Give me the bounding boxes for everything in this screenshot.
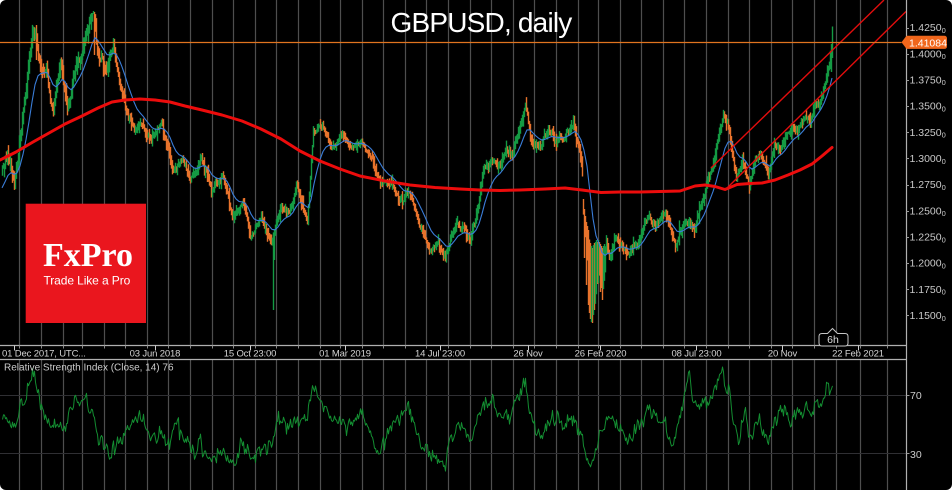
svg-text:14 Jul 23:00: 14 Jul 23:00 [415,349,465,360]
svg-text:70: 70 [910,390,922,402]
svg-text:1.27500: 1.27500 [910,179,946,192]
svg-text:1.37500: 1.37500 [910,74,946,87]
svg-text:1.41084: 1.41084 [909,37,947,49]
svg-text:1.20000: 1.20000 [910,258,946,271]
svg-text:26 Nov: 26 Nov [513,349,543,360]
svg-text:1.30000: 1.30000 [910,153,946,166]
svg-text:15 Oct 23:00: 15 Oct 23:00 [224,349,277,360]
svg-text:20 Nov: 20 Nov [768,349,798,360]
svg-text:1.42500: 1.42500 [910,22,946,35]
svg-text:GBPUSD, daily: GBPUSD, daily [391,7,573,38]
svg-text:1.35000: 1.35000 [910,101,946,114]
svg-text:1.40000: 1.40000 [910,48,946,61]
svg-text:Trade Like a Pro: Trade Like a Pro [44,273,131,287]
svg-text:1.25000: 1.25000 [910,205,946,218]
svg-text:03 Jun 2018: 03 Jun 2018 [130,349,181,360]
svg-text:Relative Strength Index (Close: Relative Strength Index (Close, 14) 76 [4,363,174,374]
svg-text:6h: 6h [827,334,839,346]
svg-text:1.22500: 1.22500 [910,232,946,245]
svg-text:01 Dec 2017, UTC...: 01 Dec 2017, UTC... [2,349,86,360]
svg-text:26 Feb 2020: 26 Feb 2020 [575,349,627,360]
svg-text:22 Feb 2021: 22 Feb 2021 [832,349,884,360]
svg-text:08 Jul 23:00: 08 Jul 23:00 [672,349,722,360]
svg-text:1.32500: 1.32500 [910,127,946,140]
svg-text:1.17500: 1.17500 [910,284,946,297]
svg-text:1.15000: 1.15000 [910,310,946,323]
svg-text:30: 30 [910,449,922,461]
svg-text:FxPro: FxPro [43,237,133,274]
svg-text:01 Mar 2019: 01 Mar 2019 [319,349,371,360]
